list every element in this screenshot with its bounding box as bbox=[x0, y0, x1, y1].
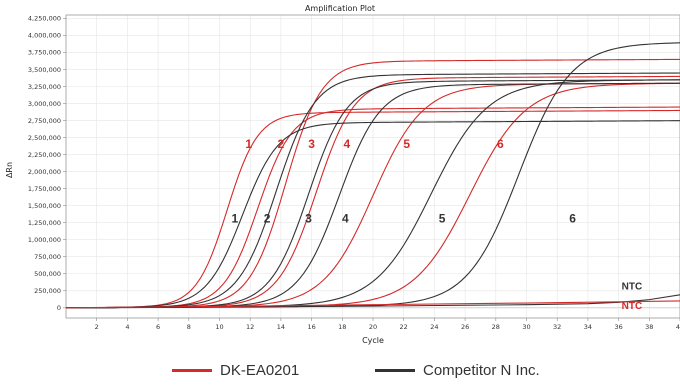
legend-label: DK-EA0201 bbox=[220, 362, 300, 379]
x-tick-label: 14 bbox=[277, 323, 285, 331]
y-tick-label: 2,250,000 bbox=[28, 151, 61, 159]
y-tick-label: 750,000 bbox=[34, 253, 61, 261]
plot-title: Amplification Plot bbox=[305, 4, 375, 13]
y-tick-label: 3,000,000 bbox=[28, 100, 61, 108]
ntc-curve bbox=[65, 300, 680, 309]
curve-label: 6 bbox=[569, 212, 576, 226]
y-tick-label: 3,750,000 bbox=[28, 49, 61, 57]
curve-label: 3 bbox=[305, 212, 312, 226]
y-tick-label: 500,000 bbox=[34, 270, 61, 278]
x-tick-label: 4 bbox=[125, 323, 129, 331]
curve-label: 1 bbox=[232, 212, 239, 226]
x-axis-ticks: 246810121416182022242628303234363840 bbox=[95, 318, 680, 331]
y-axis-ticks: 0 250,000 500,000 750,000 1,000,000 1,250,000… bbox=[28, 15, 66, 312]
x-tick-label: 38 bbox=[645, 323, 653, 331]
legend: DK-EA0201 Competitor N Inc. bbox=[0, 362, 680, 384]
ntc-curve bbox=[65, 294, 680, 309]
x-tick-label: 10 bbox=[215, 323, 223, 331]
x-tick-label: 24 bbox=[430, 323, 438, 331]
amplification-curve bbox=[65, 120, 680, 309]
y-tick-label: 4,000,000 bbox=[28, 32, 61, 40]
ntc-label: NTC bbox=[622, 301, 643, 312]
curve-label: 5 bbox=[403, 137, 410, 151]
y-tick-label: 1,750,000 bbox=[28, 185, 61, 193]
legend-label: Competitor N Inc. bbox=[423, 362, 540, 379]
amplification-curve bbox=[65, 109, 680, 309]
x-tick-label: 40 bbox=[676, 323, 680, 331]
x-tick-label: 16 bbox=[307, 323, 315, 331]
x-tick-label: 12 bbox=[246, 323, 254, 331]
y-tick-label: 2,750,000 bbox=[28, 117, 61, 125]
series bbox=[65, 42, 680, 309]
curve-labels: 1 2 3 4 5 6 1 2 3 4 5 6 NTC NTC bbox=[232, 137, 643, 312]
x-tick-label: 36 bbox=[614, 323, 622, 331]
y-tick-label: 3,500,000 bbox=[28, 66, 61, 74]
x-axis-title: Cycle bbox=[362, 336, 384, 345]
y-tick-label: 2,000,000 bbox=[28, 168, 61, 176]
x-tick-label: 2 bbox=[95, 323, 99, 331]
y-tick-label: 250,000 bbox=[34, 287, 61, 295]
x-tick-label: 26 bbox=[461, 323, 469, 331]
x-tick-label: 32 bbox=[553, 323, 561, 331]
curve-label: 1 bbox=[245, 137, 252, 151]
y-tick-label: 3,250,000 bbox=[28, 83, 61, 91]
y-tick-label: 1,500,000 bbox=[28, 202, 61, 210]
x-tick-label: 34 bbox=[584, 323, 592, 331]
x-tick-label: 18 bbox=[338, 323, 346, 331]
x-tick-label: 8 bbox=[187, 323, 191, 331]
legend-item-dk-ea0201: DK-EA0201 bbox=[172, 362, 299, 379]
amplification-plot: Amplification Plot 0 250,000 500,000 750,00… bbox=[5, 4, 680, 345]
y-tick-label: 1,000,000 bbox=[28, 236, 61, 244]
curve-label: 5 bbox=[439, 212, 446, 226]
x-tick-label: 6 bbox=[156, 323, 160, 331]
y-tick-label: 1,250,000 bbox=[28, 219, 61, 227]
x-tick-label: 28 bbox=[492, 323, 500, 331]
curve-label: 2 bbox=[264, 212, 271, 226]
legend-swatch-dark bbox=[375, 369, 415, 372]
y-tick-label: 2,500,000 bbox=[28, 134, 61, 142]
y-axis-title: ΔRn bbox=[5, 162, 14, 178]
curve-label: 4 bbox=[344, 137, 351, 151]
curve-label: 3 bbox=[308, 137, 315, 151]
ntc-label: NTC bbox=[622, 281, 643, 292]
curve-label: 6 bbox=[497, 137, 504, 151]
curve-label: 2 bbox=[278, 137, 285, 151]
x-tick-label: 30 bbox=[522, 323, 530, 331]
curve-label: 4 bbox=[342, 212, 349, 226]
x-tick-label: 22 bbox=[400, 323, 408, 331]
y-tick-label: 4,250,000 bbox=[28, 15, 61, 23]
y-tick-label: 0 bbox=[57, 304, 61, 312]
legend-swatch-red bbox=[172, 369, 212, 372]
grid bbox=[66, 15, 680, 318]
x-tick-label: 20 bbox=[369, 323, 377, 331]
legend-item-competitor: Competitor N Inc. bbox=[375, 362, 540, 379]
